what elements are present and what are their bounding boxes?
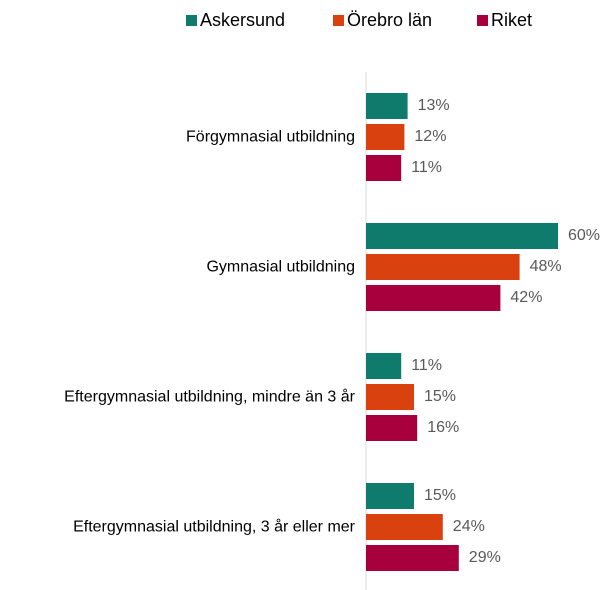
value-label: 48%: [530, 258, 562, 275]
category-label: Eftergymnasial utbildning, 3 år eller me…: [73, 518, 355, 536]
legend-item: Örebro län: [333, 10, 432, 31]
bar: [366, 223, 558, 249]
bar: [366, 514, 443, 540]
value-label: 11%: [411, 357, 442, 374]
value-label: 11%: [411, 159, 442, 176]
bar: [366, 93, 408, 119]
category-label-box: Förgymnasial utbildning: [0, 128, 355, 147]
value-label: 42%: [510, 289, 542, 306]
bar: [366, 254, 520, 280]
legend-label: Örebro län: [347, 10, 433, 30]
bar: [366, 124, 405, 150]
bar: [366, 483, 414, 509]
legend-item: Riket: [477, 10, 532, 31]
legend-label: Riket: [491, 10, 533, 30]
category-label: Förgymnasial utbildning: [186, 128, 355, 146]
legend-swatch: [477, 15, 488, 26]
legend-label: Askersund: [200, 10, 286, 30]
value-label: 15%: [424, 388, 456, 405]
category-label-box: Eftergymnasial utbildning, 3 år eller me…: [0, 518, 355, 537]
value-label: 60%: [568, 227, 600, 244]
legend-swatch: [333, 15, 344, 26]
bar: [366, 353, 402, 379]
category-label: Gymnasial utbildning: [206, 258, 355, 276]
value-label: 29%: [469, 549, 501, 566]
value-label: 13%: [418, 97, 450, 114]
category-label: Eftergymnasial utbildning, mindre än 3 å…: [64, 388, 355, 406]
bar: [366, 155, 402, 181]
value-label: 12%: [414, 128, 446, 145]
category-label-box: Eftergymnasial utbildning, mindre än 3 å…: [0, 388, 355, 407]
bar: [366, 285, 501, 311]
bar: [366, 415, 418, 441]
category-label-box: Gymnasial utbildning: [0, 258, 355, 277]
value-label: 15%: [424, 487, 456, 504]
value-label: 16%: [427, 419, 459, 436]
bar: [366, 384, 414, 410]
value-label: 24%: [453, 518, 485, 535]
legend-swatch: [186, 15, 197, 26]
bar: [366, 545, 459, 571]
legend-item: Askersund: [186, 10, 285, 31]
